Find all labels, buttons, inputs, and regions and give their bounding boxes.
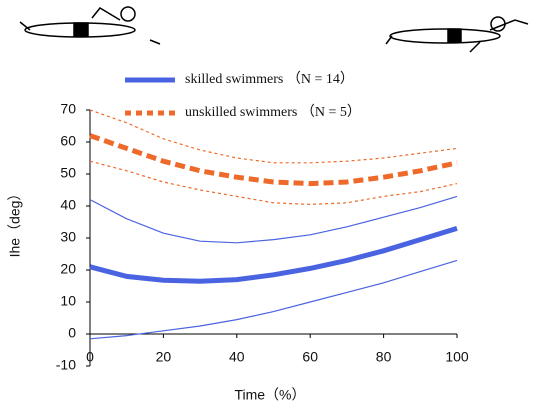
mean-line [90,228,457,281]
x-tick-label: 100 [445,349,469,365]
legend-label: unskilled swimmers （N = 5） [185,104,361,120]
y-tick-label: 60 [60,133,76,149]
x-axis-label: Time（%） [234,387,305,403]
x-tick-label: 0 [86,349,94,365]
y-axis-label: Ihe（deg） [7,187,23,258]
y-tick-label: -10 [56,357,76,373]
x-tick-label: 60 [302,349,318,365]
y-tick-label: 20 [60,261,76,277]
swimmer-icon [20,7,160,44]
swimmer-icon [386,17,528,52]
y-tick-label: 0 [68,325,76,341]
y-tick-label: 40 [60,197,76,213]
y-tick-label: 10 [60,293,76,309]
x-tick-label: 40 [229,349,245,365]
x-tick-label: 80 [376,349,392,365]
legend-label: skilled swimmers （N = 14） [185,71,354,87]
page: skilled swimmers （N = 14） unskilled swim… [0,0,533,407]
y-tick-label: 70 [60,101,76,117]
y-tick-label: 30 [60,229,76,245]
x-tick-label: 20 [156,349,172,365]
chart: skilled swimmers （N = 14） unskilled swim… [0,0,533,407]
mean-line [90,136,457,184]
y-tick-label: 50 [60,165,76,181]
sd-line [90,260,457,338]
